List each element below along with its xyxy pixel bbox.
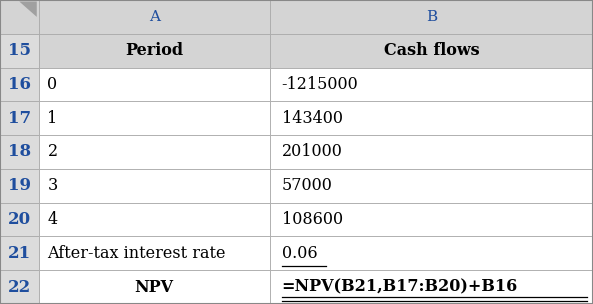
Text: -1215000: -1215000 <box>282 76 358 93</box>
Bar <box>0 34 39 67</box>
Bar <box>270 101 593 135</box>
Bar <box>270 135 593 169</box>
Text: 1: 1 <box>47 110 58 127</box>
Text: 19: 19 <box>8 177 31 194</box>
Text: 4: 4 <box>47 211 58 228</box>
Text: 21: 21 <box>8 245 31 262</box>
Polygon shape <box>19 2 37 17</box>
Text: 17: 17 <box>8 110 31 127</box>
Bar <box>0 169 39 203</box>
Bar <box>0 101 39 135</box>
Text: 0.06: 0.06 <box>282 245 317 262</box>
Bar <box>39 237 270 270</box>
Text: A: A <box>149 10 160 24</box>
Text: 16: 16 <box>8 76 31 93</box>
Text: 15: 15 <box>8 42 31 59</box>
Bar <box>0 0 39 34</box>
Text: 0: 0 <box>47 76 58 93</box>
Bar <box>39 135 270 169</box>
Text: 20: 20 <box>8 211 31 228</box>
Text: 143400: 143400 <box>282 110 343 127</box>
Bar <box>270 0 593 34</box>
Text: =NPV(B21,B17:B20)+B16: =NPV(B21,B17:B20)+B16 <box>282 278 518 295</box>
Text: After-tax interest rate: After-tax interest rate <box>47 245 226 262</box>
Bar <box>270 270 593 304</box>
Bar <box>39 0 270 34</box>
Bar <box>39 203 270 237</box>
Bar <box>39 270 270 304</box>
Text: 201000: 201000 <box>282 143 343 161</box>
Text: NPV: NPV <box>135 278 174 295</box>
Text: 108600: 108600 <box>282 211 343 228</box>
Bar <box>0 135 39 169</box>
Bar <box>39 101 270 135</box>
Text: 3: 3 <box>47 177 58 194</box>
Bar <box>270 203 593 237</box>
Bar <box>0 203 39 237</box>
Bar <box>39 67 270 101</box>
Bar <box>0 270 39 304</box>
Text: 57000: 57000 <box>282 177 333 194</box>
Bar <box>39 34 270 67</box>
Bar <box>270 169 593 203</box>
Bar <box>270 67 593 101</box>
Text: Cash flows: Cash flows <box>384 42 479 59</box>
Text: 22: 22 <box>8 278 31 295</box>
Bar <box>270 237 593 270</box>
Bar <box>0 67 39 101</box>
Text: 2: 2 <box>47 143 58 161</box>
Bar <box>0 237 39 270</box>
Text: Period: Period <box>125 42 183 59</box>
Bar <box>270 34 593 67</box>
Text: B: B <box>426 10 437 24</box>
Text: 18: 18 <box>8 143 31 161</box>
Bar <box>39 169 270 203</box>
